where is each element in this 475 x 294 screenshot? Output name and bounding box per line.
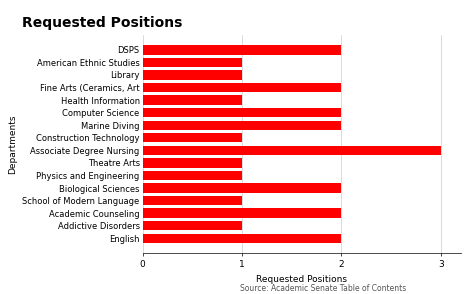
Bar: [142, 158, 242, 168]
Bar: [142, 146, 441, 155]
Bar: [142, 171, 242, 180]
Bar: [142, 183, 342, 193]
Bar: [142, 58, 242, 67]
Bar: [142, 121, 342, 130]
Bar: [142, 83, 342, 92]
Bar: [142, 233, 342, 243]
Bar: [142, 196, 242, 205]
Y-axis label: Departments: Departments: [8, 114, 17, 174]
Bar: [142, 70, 242, 80]
Bar: [142, 108, 342, 117]
Text: Requested Positions: Requested Positions: [21, 16, 182, 30]
Bar: [142, 95, 242, 105]
Bar: [142, 133, 242, 143]
Bar: [142, 221, 242, 230]
X-axis label: Requested Positions: Requested Positions: [256, 275, 347, 284]
Bar: [142, 45, 342, 55]
Bar: [142, 208, 342, 218]
Text: Source: Academic Senate Table of Contents: Source: Academic Senate Table of Content…: [240, 283, 406, 293]
